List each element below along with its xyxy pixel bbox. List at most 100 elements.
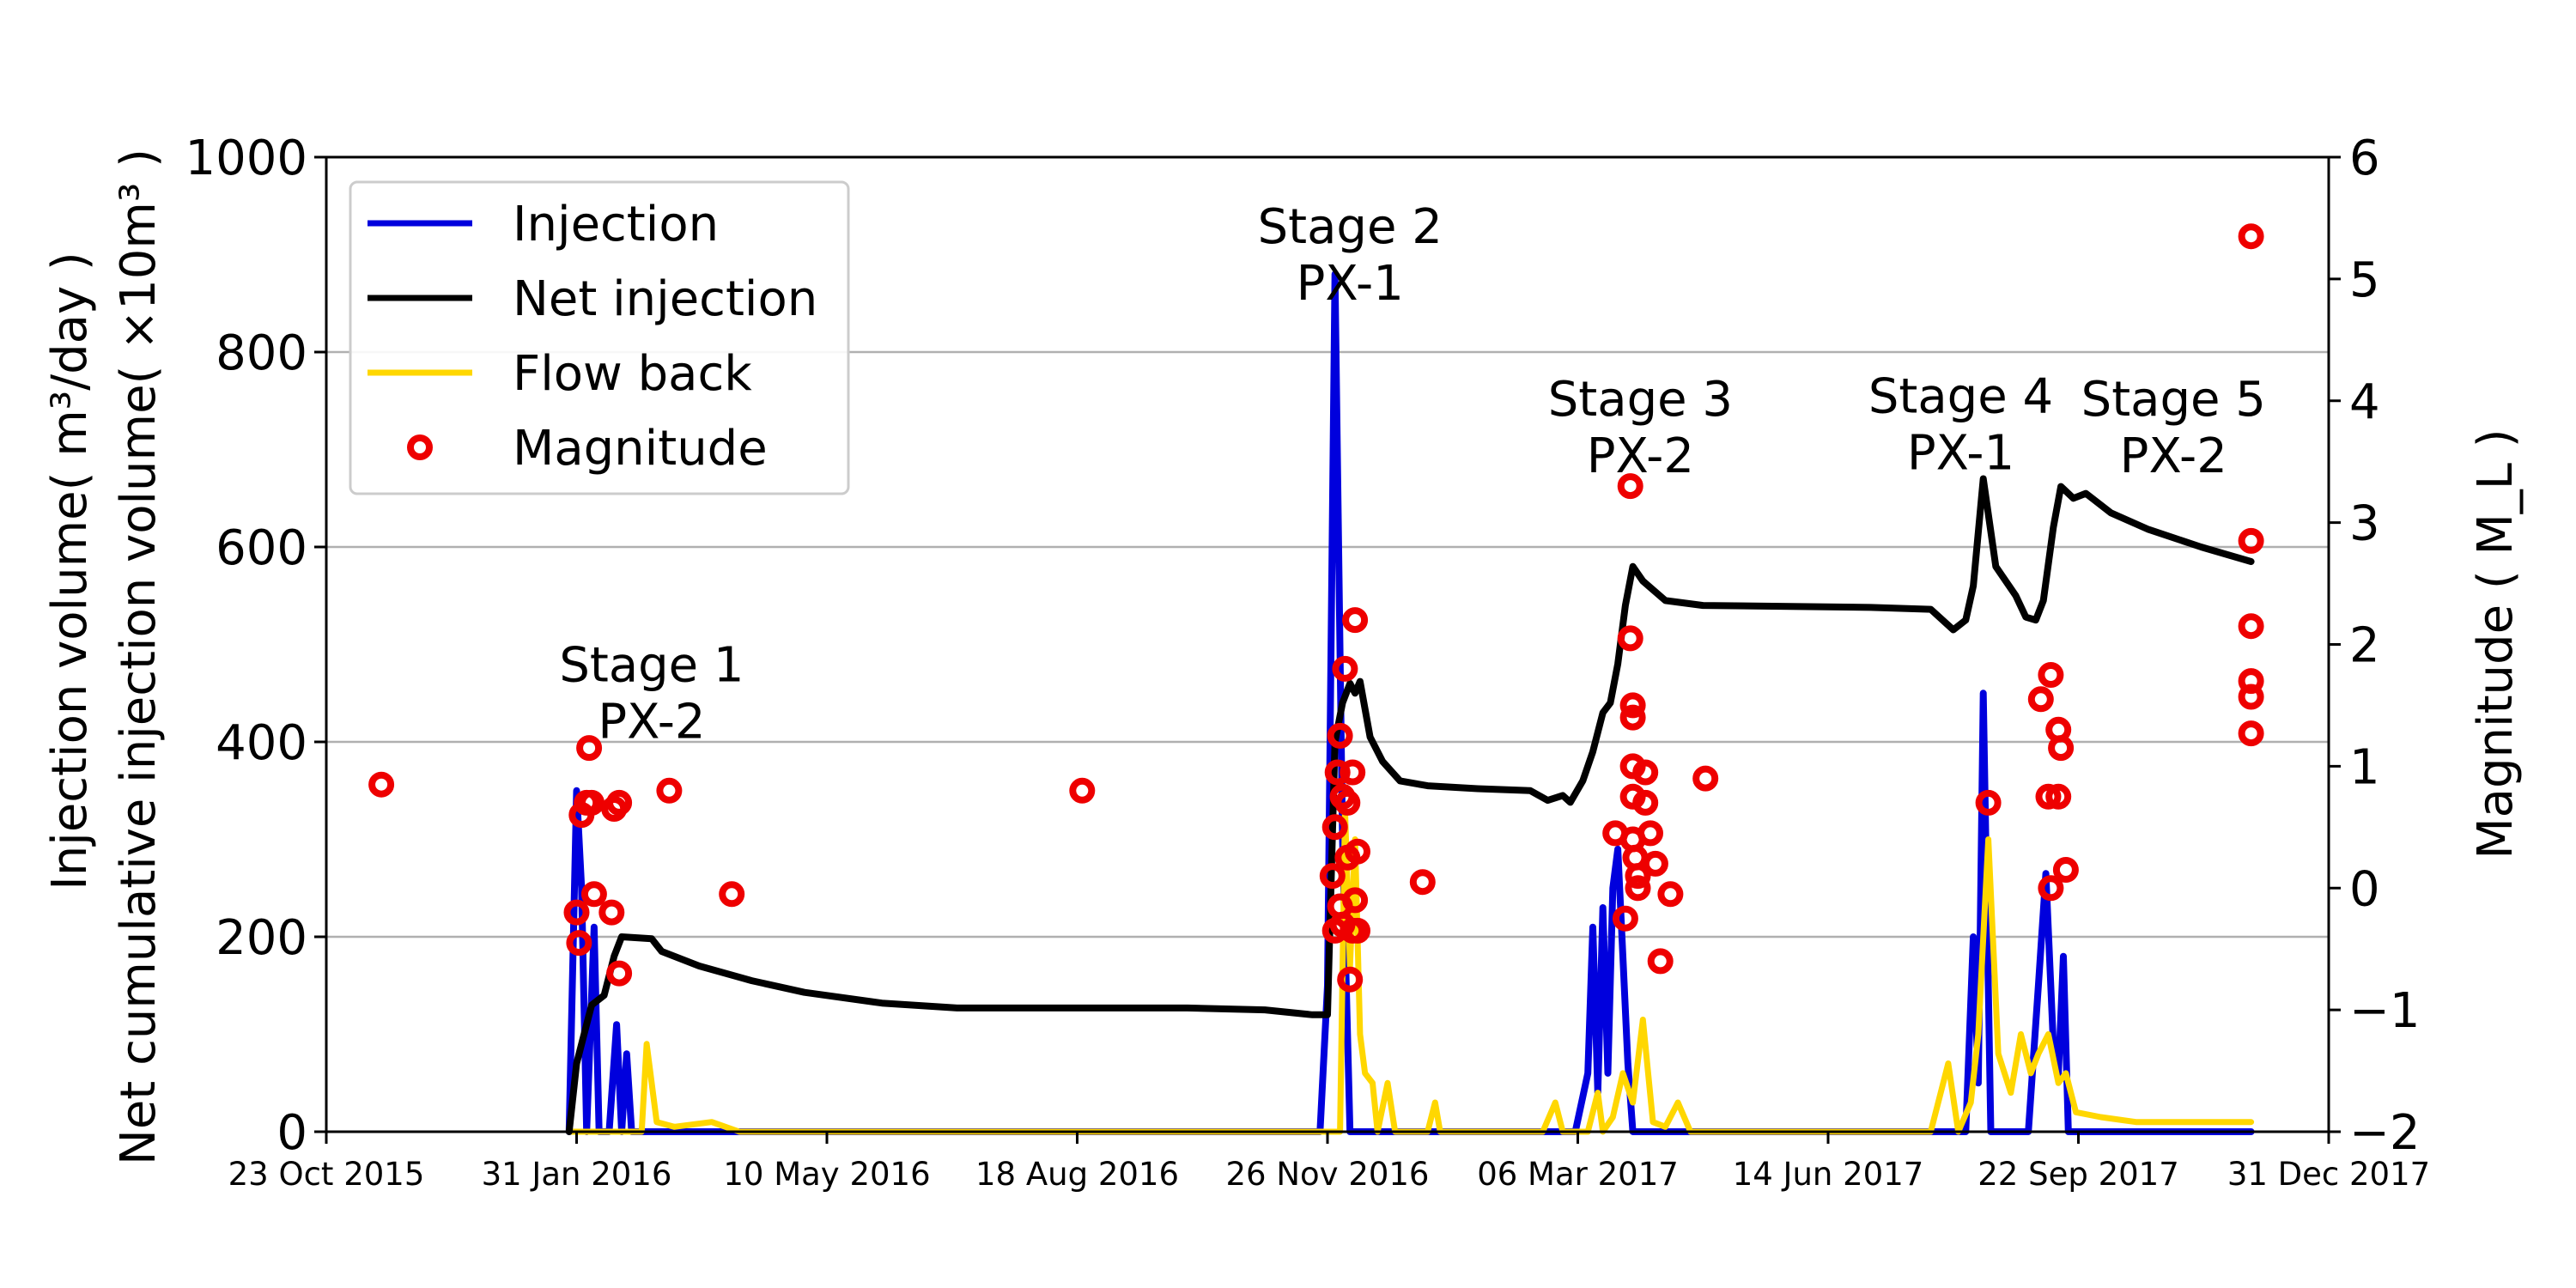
magnitude-point — [566, 930, 592, 957]
magnitude-point — [2027, 686, 2054, 713]
y-right-tick-label: 0 — [2349, 861, 2380, 917]
magnitude-point — [576, 735, 603, 762]
magnitude-point — [2038, 662, 2064, 688]
y-right-tick-label: 5 — [2349, 252, 2380, 308]
magnitude-point — [1647, 948, 1674, 975]
y-right-tick-label: 6 — [2349, 131, 2380, 186]
x-tick-label: 23 Oct 2015 — [228, 1156, 425, 1193]
x-tick-label: 14 Jun 2017 — [1733, 1156, 1924, 1193]
axes-layer: 0 200 400 600 800 1000 −2 −1 0 1 2 3 4 5 6 23 Oct 2015 3… — [185, 131, 2430, 1193]
legend-box — [349, 180, 850, 495]
magnitude-point — [1975, 789, 2002, 816]
magnitude-point — [719, 881, 745, 908]
magnitude-point — [1642, 850, 1668, 877]
magnitude-point — [1327, 722, 1353, 749]
magnitude-point — [580, 881, 607, 908]
magnitude-point — [2238, 613, 2264, 640]
magnitude-point — [1632, 759, 1659, 786]
magnitude-point — [1637, 820, 1663, 847]
stage-annotation-title: Stage 1 — [559, 638, 744, 694]
magnitude-point — [1632, 789, 1659, 816]
magnitude-point — [1340, 759, 1366, 786]
magnitude-point — [606, 789, 633, 816]
magnitude-point — [1337, 966, 1364, 993]
magnitude-point — [1319, 863, 1346, 890]
y-left-tick-label: 400 — [216, 715, 307, 771]
y-left-tick-label: 600 — [216, 520, 307, 576]
magnitude-point — [1334, 789, 1361, 816]
x-tick-label: 18 Aug 2016 — [975, 1156, 1179, 1193]
x-tick-label: 22 Sep 2017 — [1978, 1156, 2179, 1193]
magnitude-point — [1612, 905, 1638, 932]
magnitude-point — [368, 771, 395, 798]
x-tick-label: 10 May 2016 — [723, 1156, 930, 1193]
magnitude-point — [2045, 783, 2072, 810]
x-tick-label: 06 Mar 2017 — [1477, 1156, 1679, 1193]
y-axis-right-label: Magnitude ( M_L ) — [2468, 428, 2524, 859]
magnitude-point — [598, 899, 625, 926]
magnitude-point — [1619, 704, 1646, 731]
magnitude-point — [1345, 838, 1370, 865]
stage-annotation-well: PX-1 — [1297, 256, 1404, 312]
stage-annotation-well: PX-1 — [1907, 425, 2014, 481]
y-left-tick-label: 1000 — [185, 131, 307, 186]
y-axis-left-label-line2: Net cumulative injection volume( ×10m³ ) — [111, 149, 167, 1165]
stage-annotation-well: PX-2 — [2120, 428, 2227, 484]
y-right-tick-label: 1 — [2349, 739, 2380, 795]
magnitude-point — [2052, 857, 2079, 883]
magnitude-point — [1069, 777, 1096, 804]
magnitude-point — [2238, 683, 2264, 710]
y-right-tick-label: 3 — [2349, 496, 2380, 552]
magnitude-point — [1342, 607, 1369, 634]
legend-swatch-magnitude — [407, 434, 433, 460]
y-left-tick-label: 200 — [216, 910, 307, 966]
magnitude-point — [1617, 473, 1643, 500]
y-right-tick-label: 4 — [2349, 374, 2380, 430]
y-right-tick-label: 2 — [2349, 618, 2380, 674]
magnitude-point — [563, 899, 590, 926]
series-layer — [368, 223, 2264, 1135]
stage-annotation-title: Stage 4 — [1868, 368, 2053, 424]
magnitude-point — [579, 789, 605, 816]
magnitude-point — [656, 777, 683, 804]
magnitude-point — [2238, 223, 2264, 250]
magnitude-point — [1619, 692, 1646, 719]
stage-annotation-well: PX-2 — [598, 695, 705, 750]
magnitude-point — [1657, 881, 1684, 908]
legend-label: Net injection — [513, 271, 817, 327]
x-tick-label: 31 Jan 2016 — [482, 1156, 672, 1193]
y-axis-left-label-line1: Injection volume( m³/day ) — [42, 252, 98, 890]
legend-label: Flow back — [513, 346, 752, 402]
x-tick-label: 26 Nov 2016 — [1226, 1156, 1430, 1193]
series-net-injection-line — [565, 475, 2255, 1135]
y-left-tick-label: 800 — [216, 325, 307, 381]
magnitude-point — [1342, 887, 1369, 914]
magnitude-point — [2238, 527, 2264, 554]
magnitude-point — [2238, 720, 2264, 747]
magnitude-point — [606, 960, 633, 987]
y-right-tick-label: −1 — [2349, 983, 2421, 1039]
magnitude-point — [1617, 625, 1643, 652]
stage-annotation-well: PX-2 — [1587, 428, 1694, 484]
magnitude-point — [1332, 655, 1358, 682]
magnitude-point — [1345, 917, 1370, 944]
legend-label: Magnitude — [513, 421, 768, 477]
x-tick-label: 31 Dec 2017 — [2227, 1156, 2430, 1193]
y-right-tick-label: −2 — [2349, 1105, 2421, 1161]
magnitude-point — [1625, 875, 1651, 902]
legend-label: Injection — [513, 197, 719, 252]
magnitude-point — [1324, 759, 1351, 786]
magnitude-point — [1409, 869, 1436, 896]
legend: Injection Net injection Flow back Magnitude — [349, 180, 850, 495]
stage-annotation-title: Stage 5 — [2081, 372, 2266, 428]
stage-annotation-title: Stage 2 — [1258, 199, 1443, 255]
magnitude-point — [1321, 814, 1348, 841]
magnitude-point — [1692, 765, 1719, 792]
magnitude-point — [2048, 735, 2075, 762]
magnitude-point — [2035, 783, 2062, 810]
magnitude-point — [1625, 863, 1651, 890]
magnitude-point — [2038, 875, 2064, 902]
y-left-tick-label: 0 — [276, 1105, 307, 1161]
